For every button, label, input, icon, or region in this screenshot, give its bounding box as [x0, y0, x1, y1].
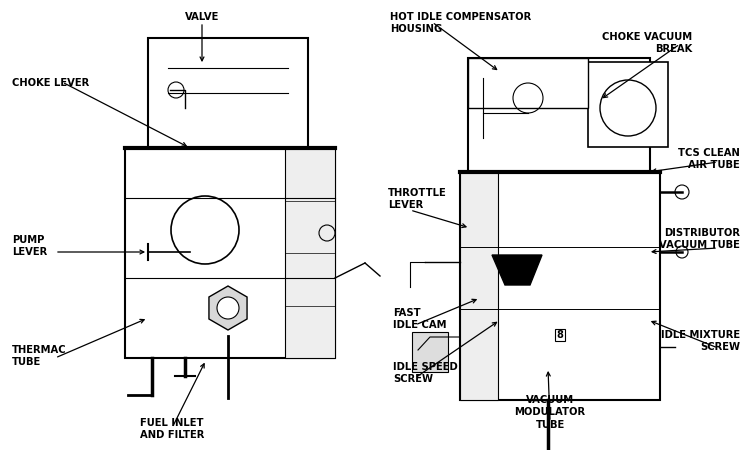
Text: CHOKE VACUUM
BREAK: CHOKE VACUUM BREAK	[602, 32, 692, 54]
Bar	[468, 58, 650, 173]
Text: IDLE SPEED
SCREW: IDLE SPEED SCREW	[393, 362, 458, 384]
Bar	[412, 332, 448, 372]
Text: 8: 8	[556, 330, 563, 340]
Bar	[125, 148, 335, 358]
Bar	[588, 62, 668, 147]
Polygon shape	[209, 286, 247, 330]
Bar	[285, 148, 335, 358]
Polygon shape	[492, 255, 542, 285]
Text: VACUUM
MODULATOR
TUBE: VACUUM MODULATOR TUBE	[514, 395, 586, 430]
Bar	[460, 172, 498, 400]
Circle shape	[217, 297, 239, 319]
Text: FUEL INLET
AND FILTER: FUEL INLET AND FILTER	[140, 418, 204, 441]
Bar	[148, 38, 308, 150]
Text: IDLE MIXTURE
SCREW: IDLE MIXTURE SCREW	[661, 330, 740, 352]
Text: VALVE: VALVE	[184, 12, 219, 22]
Text: DISTRIBUTOR
VACUUM TUBE: DISTRIBUTOR VACUUM TUBE	[659, 228, 740, 250]
Text: THROTTLE
LEVER: THROTTLE LEVER	[388, 188, 447, 211]
Text: TCS CLEAN
AIR TUBE: TCS CLEAN AIR TUBE	[678, 148, 740, 171]
Text: FAST
IDLE CAM: FAST IDLE CAM	[393, 308, 446, 330]
Bar	[460, 172, 660, 400]
Text: PUMP
LEVER: PUMP LEVER	[12, 235, 47, 257]
Bar	[468, 58, 588, 108]
Text: HOT IDLE COMPENSATOR
HOUSING: HOT IDLE COMPENSATOR HOUSING	[390, 12, 531, 34]
Text: THERMAC
TUBE: THERMAC TUBE	[12, 345, 67, 367]
Text: CHOKE LEVER: CHOKE LEVER	[12, 78, 89, 88]
